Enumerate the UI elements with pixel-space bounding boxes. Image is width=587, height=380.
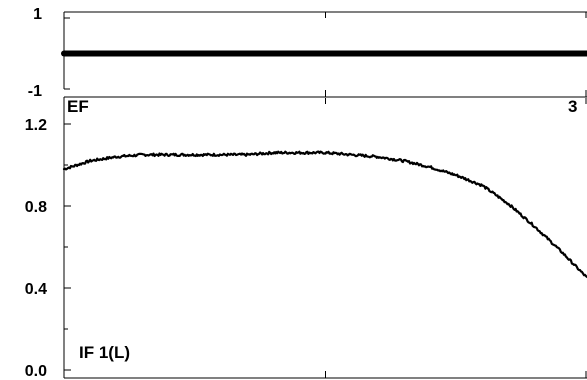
panel-ef-y-tick-label-top: 1 [33, 6, 42, 23]
panel-if-marks [62, 98, 587, 378]
panel-if-y-tick-label-2: 0.8 [25, 199, 47, 216]
panel-ef-marks [61, 12, 587, 97]
panel-if-label: IF 1(L) [79, 343, 130, 362]
panel-if-series-line-0 [62, 150, 587, 278]
panel-ef: 1 -1 EF 3 [28, 6, 587, 116]
panel-ef-y-tick-label-bottom: -1 [28, 83, 42, 100]
panel-if-y-tick-label-3: 0.4 [25, 281, 47, 298]
panel-if-y-tick-label-1: 1.2 [25, 117, 47, 134]
panel-if: 1.2 0.8 0.4 0.0 IF 1(L) [25, 97, 587, 380]
panel-if-y-tick-label-4: 0.0 [25, 363, 47, 380]
panel-ef-corner-label: 3 [568, 97, 577, 116]
panel-ef-label: EF [67, 97, 89, 116]
